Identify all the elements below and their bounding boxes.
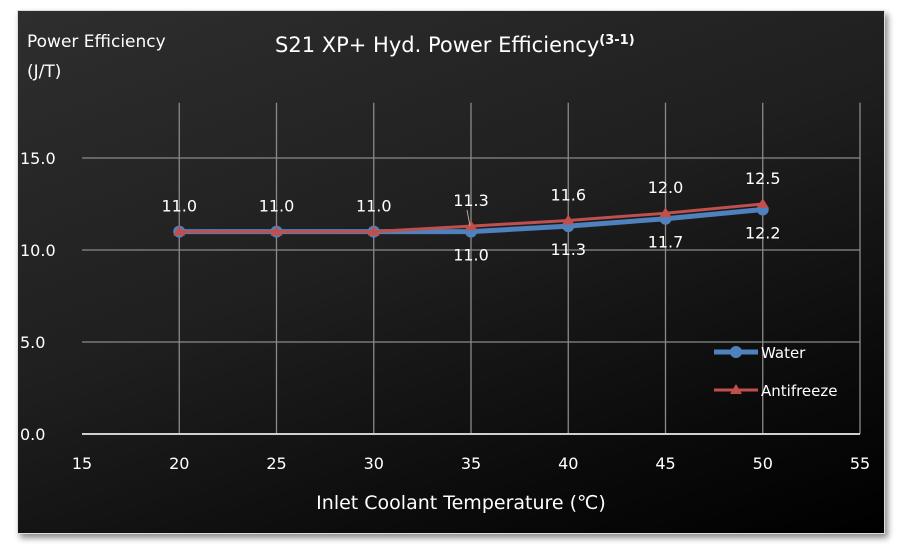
x-axis-label: Inlet Coolant Temperature (℃) — [316, 492, 606, 514]
y-axis-label-unit: (J/T) — [27, 62, 61, 82]
data-point-antifreeze — [659, 207, 672, 218]
data-label-antifreeze: 11.3 — [453, 191, 489, 210]
data-point-antifreeze — [270, 225, 283, 236]
x-tick-label: 50 — [753, 454, 773, 473]
legend-marker-icon — [730, 346, 742, 358]
data-point-antifreeze — [562, 214, 575, 225]
data-label-antifreeze: 11.0 — [259, 197, 295, 216]
y-axis-label: Power Efficiency — [27, 32, 166, 52]
data-label-antifreeze: 11.0 — [161, 197, 197, 216]
data-label-antifreeze: 11.6 — [550, 186, 586, 205]
x-tick-label: 45 — [655, 454, 675, 473]
y-tick-label: 0.0 — [20, 425, 45, 444]
chart-title: S21 XP+ Hyd. Power Efficiency(3-1) — [275, 33, 635, 57]
data-label-antifreeze: 12.5 — [745, 169, 781, 188]
x-tick-label: 30 — [364, 454, 384, 473]
x-tick-label: 15 — [72, 454, 92, 473]
x-tick-label: 40 — [558, 454, 578, 473]
data-point-antifreeze — [367, 225, 380, 236]
legend-label-antifreeze: Antifreeze — [761, 382, 838, 400]
data-label-antifreeze: 12.0 — [648, 178, 684, 197]
data-label-water: 11.0 — [453, 246, 489, 265]
x-tick-label: 35 — [461, 454, 481, 473]
legend-marker-icon — [730, 384, 742, 394]
x-tick-label: 55 — [850, 454, 870, 473]
data-label-water: 11.7 — [648, 233, 684, 252]
data-point-antifreeze — [756, 198, 769, 208]
y-tick-label: 15.0 — [20, 149, 56, 168]
y-tick-label: 5.0 — [20, 333, 45, 352]
legend-label-water: Water — [761, 344, 806, 362]
leader-line — [466, 209, 471, 227]
data-label-water: 11.3 — [550, 240, 586, 259]
data-label-water: 12.2 — [745, 224, 781, 243]
data-point-antifreeze — [465, 220, 477, 231]
x-tick-label: 25 — [266, 454, 286, 473]
data-point-antifreeze — [173, 225, 186, 236]
chart-frame — [17, 10, 885, 534]
data-label-antifreeze: 11.0 — [356, 197, 392, 216]
y-tick-label: 10.0 — [20, 241, 56, 260]
x-tick-label: 20 — [169, 454, 189, 473]
